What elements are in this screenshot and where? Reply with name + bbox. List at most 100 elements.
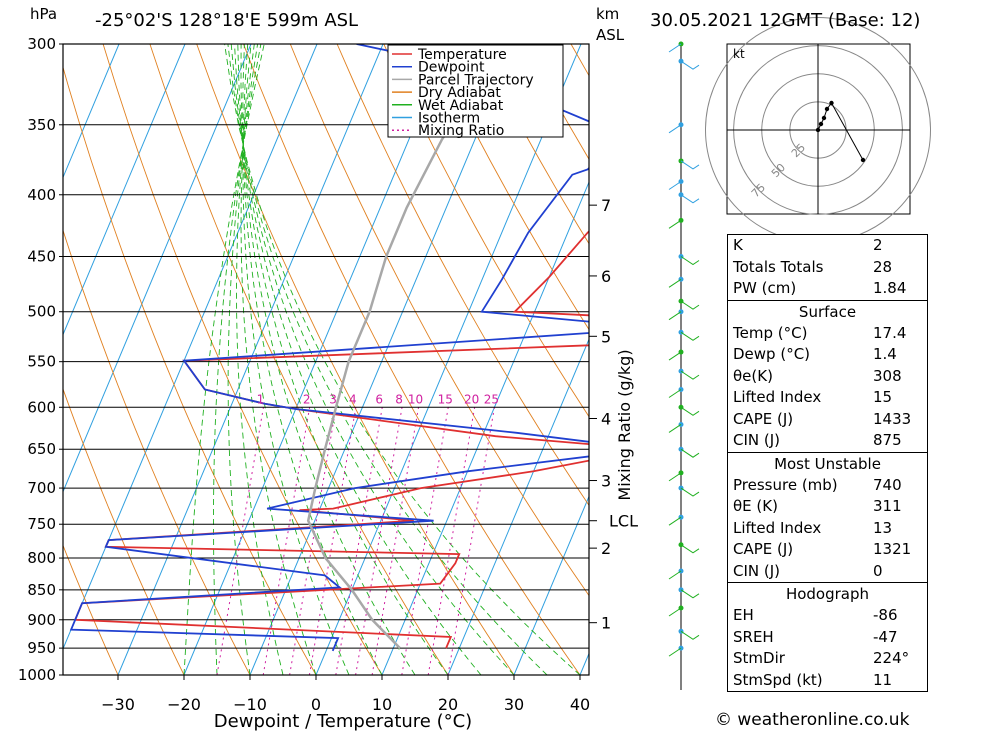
wind-barb (668, 472, 682, 482)
index-label: StmDir (733, 649, 785, 667)
wind-barb (680, 406, 700, 416)
isotherm-line (117, 44, 384, 675)
index-value: 13 (873, 518, 893, 537)
index-value: 2 (873, 236, 883, 254)
km-tick-label: 2 (601, 539, 611, 558)
legend-label: Wet Adiabat (418, 98, 504, 114)
lcl-label: LCL (609, 512, 638, 531)
most-unstable-row: CAPE (J) 1321 (728, 539, 927, 561)
pressure-tick-label: 950 (27, 639, 56, 657)
index-value: 28 (873, 257, 893, 276)
wind-barb (680, 60, 700, 70)
pressure-tick-label: 550 (27, 353, 56, 371)
legend-label: Mixing Ratio (418, 123, 504, 139)
most-unstable-row: θE (K) 311 (728, 496, 927, 518)
height-ref-label: ASL (596, 26, 625, 44)
mixing-ratio-axis-label: Mixing Ratio (g/kg) (615, 349, 634, 500)
wind-barb (680, 544, 700, 554)
height-unit-label: km (596, 5, 620, 23)
index-value: 1.84 (873, 279, 907, 297)
index-label: EH (733, 606, 754, 624)
pressure-tick-label: 750 (27, 515, 56, 533)
pressure-tick-label: 450 (27, 248, 56, 266)
wet-adiabat-line (183, 44, 265, 675)
wind-barb (668, 607, 682, 617)
index-row: Totals Totals 28 (728, 257, 927, 279)
index-value: 11 (873, 670, 893, 689)
mixing-ratio-label: 3 (329, 392, 337, 406)
pressure-tick-label: 300 (27, 35, 56, 53)
credit-link[interactable]: © weatheronline.co.uk (715, 710, 910, 730)
wind-barb (680, 331, 700, 341)
mixing-ratio-label: 1 (257, 392, 265, 406)
wind-barb (668, 389, 682, 398)
index-label: PW (cm) (733, 279, 797, 297)
mixing-ratio-label: 6 (375, 392, 383, 406)
dry-adiabat-line (63, 544, 119, 675)
hodograph-row: EH -86 (728, 605, 927, 627)
pressure-tick-label: 500 (27, 303, 56, 321)
most-unstable-section-title: Most Unstable (728, 451, 927, 475)
pressure-tick-label: 850 (27, 581, 56, 599)
index-label: Lifted Index (733, 388, 822, 406)
plot-area (63, 44, 1000, 675)
dry-adiabat-line (477, 44, 589, 245)
index-value: 875 (873, 431, 902, 449)
wet-adiabat-line (227, 44, 259, 675)
index-label: K (733, 236, 743, 254)
index-value: 308 (873, 366, 902, 385)
index-label: CAPE (J) (733, 409, 794, 428)
surface-row: Dewp (°C) 1.4 (728, 344, 927, 366)
index-value: -86 (873, 606, 898, 624)
index-value: 15 (873, 388, 893, 406)
pressure-tick-label: 350 (27, 116, 56, 134)
isotherm-line (315, 44, 582, 675)
isotherm-line (249, 44, 516, 675)
wind-barb (680, 630, 700, 640)
hodograph-row: StmSpd (kt) 11 (728, 670, 927, 692)
temperature-tick-label: 30 (504, 695, 524, 714)
isotherm-line (63, 44, 252, 493)
wet-adiabat-line (224, 44, 581, 675)
legend-box (387, 44, 564, 138)
isotherm-line (63, 44, 120, 179)
plot-frame (62, 43, 590, 676)
pressure-tick-label: 1000 (18, 666, 56, 684)
hodograph-point (860, 157, 866, 163)
index-value: 1433 (873, 409, 912, 428)
mixing-ratio-label: 4 (349, 392, 357, 406)
temperature-tick-label: −30 (101, 695, 135, 714)
surface-row: CIN (J) 875 (728, 430, 927, 452)
legend-label: Isotherm (418, 111, 480, 127)
temperature-tick-label: 10 (372, 695, 392, 714)
hodograph-point (815, 127, 821, 133)
mixing-ratio-line (289, 407, 337, 675)
wind-barb (680, 370, 700, 380)
mixing-ratio-label: 25 (484, 392, 499, 406)
index-value: 224° (873, 649, 910, 667)
km-tick-label: 4 (601, 410, 611, 429)
km-tick-label: 7 (601, 196, 611, 215)
isotherm-line (63, 44, 318, 651)
index-label: θe(K) (733, 366, 773, 385)
mixing-ratio-label: 2 (303, 392, 311, 406)
hodograph-row: StmDir 224° (728, 648, 927, 670)
index-label: Dewp (°C) (733, 345, 811, 363)
wind-barb (680, 589, 700, 599)
hodograph-point (824, 106, 830, 112)
index-row: PW (cm) 1.84 (728, 278, 927, 300)
dry-adiabat-line (945, 44, 1000, 675)
most-unstable-row: CIN (J) 0 (728, 561, 927, 583)
index-value: 311 (873, 497, 902, 515)
surface-row: θe(K) 308 (728, 366, 927, 388)
legend-label: Dewpoint (418, 60, 485, 76)
hodograph-point (818, 121, 824, 127)
surface-row: Lifted Index 15 (728, 387, 927, 409)
wind-barb (668, 124, 682, 134)
mixing-ratio-line (335, 407, 383, 675)
index-label: CIN (J) (733, 561, 781, 580)
